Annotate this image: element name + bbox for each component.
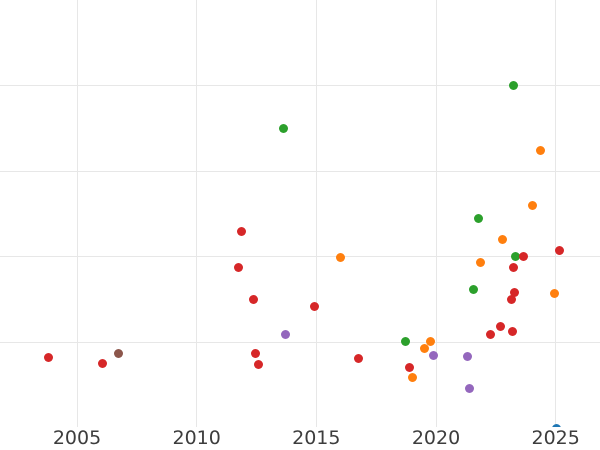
data-point-red <box>508 262 518 272</box>
x-tick-label: 2025 <box>531 427 580 449</box>
data-point-green <box>473 213 483 223</box>
data-point-red <box>506 294 516 304</box>
x-gridline <box>555 0 557 427</box>
data-point-green <box>510 251 520 261</box>
data-point-brown <box>113 348 123 358</box>
data-point-red <box>485 329 495 339</box>
x-gridline <box>315 0 317 427</box>
data-point-purple <box>462 351 472 361</box>
y-gridline <box>0 256 600 257</box>
x-gridline <box>196 0 198 427</box>
y-gridline <box>0 341 600 343</box>
data-point-green <box>278 123 288 133</box>
data-point-green <box>468 284 478 294</box>
data-point-orange <box>527 200 537 210</box>
data-point-orange <box>475 257 485 267</box>
data-point-blue <box>551 423 561 427</box>
y-gridline <box>0 170 600 172</box>
x-tick-label: 2010 <box>172 427 221 449</box>
data-point-purple <box>464 383 474 393</box>
data-point-orange <box>407 372 417 382</box>
data-point-red <box>233 262 243 272</box>
data-point-red <box>309 301 319 311</box>
plot-area <box>0 0 600 427</box>
data-point-red <box>43 352 53 362</box>
data-point-orange <box>335 252 345 262</box>
data-point-green <box>400 336 410 346</box>
data-point-orange <box>549 288 559 298</box>
data-point-red <box>353 353 363 363</box>
y-gridline <box>0 85 600 86</box>
data-point-red <box>518 251 528 261</box>
x-gridline <box>76 0 78 427</box>
data-point-red <box>495 321 505 331</box>
data-point-orange <box>419 343 429 353</box>
data-point-red <box>554 245 564 255</box>
data-point-red <box>404 362 414 372</box>
x-tick-label: 2005 <box>52 427 102 449</box>
data-point-red <box>248 294 258 304</box>
data-point-purple <box>280 329 290 339</box>
data-point-orange <box>535 145 545 155</box>
data-point-red <box>97 358 107 368</box>
x-tick-label: 2015 <box>292 427 341 449</box>
data-point-red <box>253 359 263 369</box>
data-point-green <box>508 80 518 90</box>
data-point-red <box>509 287 519 297</box>
x-tick-label: 2020 <box>411 427 461 449</box>
data-point-red <box>250 348 260 358</box>
data-point-red <box>236 226 246 236</box>
data-point-orange <box>497 234 507 244</box>
data-point-purple <box>428 350 438 360</box>
x-gridline <box>435 0 437 427</box>
data-point-red <box>507 326 517 336</box>
data-point-orange <box>425 336 435 346</box>
